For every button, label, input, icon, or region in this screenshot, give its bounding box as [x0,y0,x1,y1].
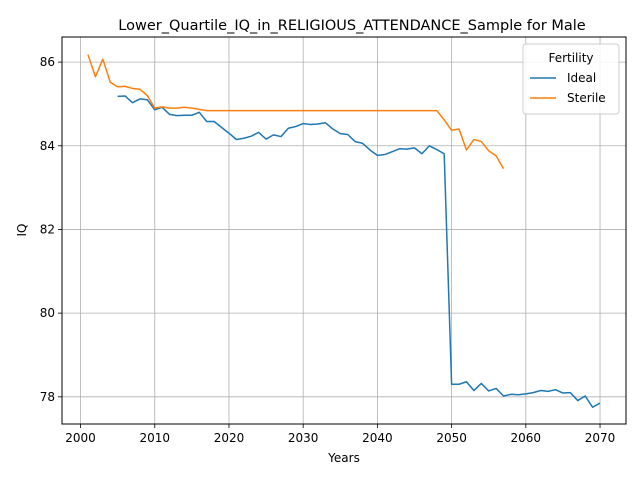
legend-box [522,43,620,115]
y-tick-label: 80 [40,306,55,320]
chart-title: Lower_Quartile_IQ_in_RELIGIOUS_ATTENDANC… [118,18,585,34]
y-tick-label: 84 [40,139,55,153]
x-tick-label: 2060 [511,431,542,445]
x-tick-label: 2010 [139,431,170,445]
y-axis-ticks: 78 80 82 84 86 [40,55,62,404]
series-line-sterile [87,54,505,170]
legend-label-sterile: Sterile [567,91,606,105]
x-tick-label: 2040 [362,431,393,445]
y-tick-label: 78 [40,390,55,404]
legend-label-ideal: Ideal [567,71,596,85]
legend: Fertility Ideal Sterile [522,43,620,115]
x-axis-ticks: 2000 2010 2020 2030 2040 2050 2060 2070 [65,424,615,445]
x-axis-label: Years [327,451,360,465]
x-tick-label: 2070 [585,431,616,445]
legend-entries: Ideal Sterile [530,71,606,105]
y-tick-label: 86 [40,55,55,69]
series-layer [87,54,601,409]
x-tick-label: 2000 [65,431,96,445]
x-tick-label: 2020 [214,431,245,445]
x-tick-label: 2050 [436,431,467,445]
legend-title: Fertility [548,51,593,65]
plot-frame [61,36,627,425]
y-axis-label: IQ [15,224,29,237]
x-tick-label: 2030 [288,431,319,445]
y-tick-label: 82 [40,222,55,236]
series-line-ideal [117,95,601,409]
